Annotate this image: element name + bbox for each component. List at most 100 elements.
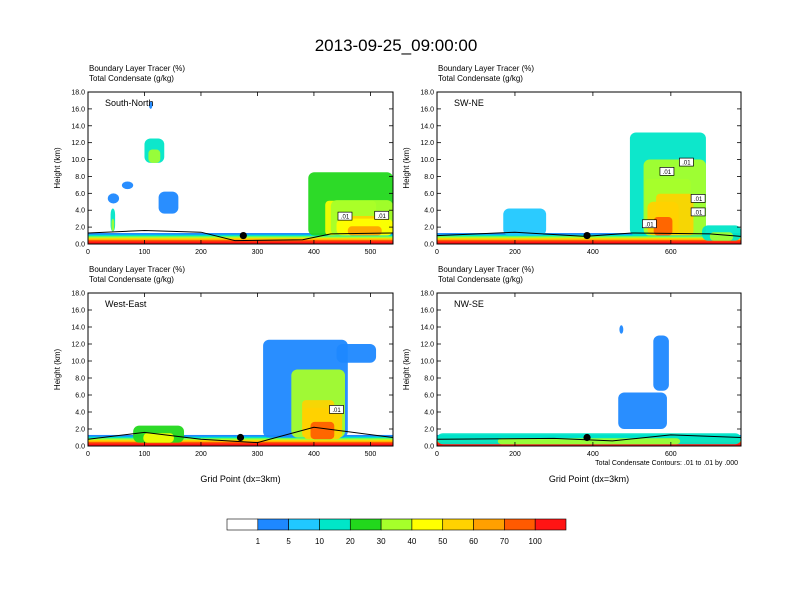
panel-south-north: .01 .01 0.0 2.0 4.0 6.0 8.0 10.0 12.0 14.0 16.0 18.…	[53, 64, 394, 256]
plot-area: .01 .01 .01 .01 .01	[437, 132, 741, 244]
x-tick-label: 200	[195, 249, 207, 256]
y-tick-label: 8.0	[75, 174, 85, 181]
tracer-plume	[149, 101, 153, 109]
colorbar: 1 5 10 20 30 40 50 60 70 100	[226, 518, 567, 546]
contour-label-box	[642, 219, 657, 229]
panel-sw-ne: .01 .01 .01 .01 .01 0.0 2.0 4.0 6.0 8.0 10.0 12.0 14…	[402, 64, 742, 256]
panel-subtitle-tracer: Boundary Layer Tracer (%)	[438, 265, 534, 274]
x-tick-label: 0	[435, 451, 439, 458]
y-tick-label: 4.0	[75, 410, 85, 417]
colorbar-label: 40	[407, 537, 416, 546]
y-tick-label: 8.0	[424, 174, 434, 181]
y-tick-label: 10.0	[420, 157, 434, 164]
contour-label-box	[690, 194, 706, 203]
plot-area: .01 .01	[88, 101, 393, 244]
colorbar-swatch	[473, 518, 505, 531]
y-tick-label: 2.0	[424, 225, 434, 232]
y-tick-label: 12.0	[71, 140, 85, 147]
x-tick-label: 400	[308, 451, 320, 458]
boundary-layer-line	[88, 426, 393, 444]
tracer-plume-core	[111, 218, 115, 232]
x-tick-label: 100	[139, 249, 151, 256]
y-tick-label: 18.0	[71, 90, 85, 97]
panel-subtitle-tracer: Boundary Layer Tracer (%)	[89, 64, 185, 73]
panel-label: NW-SE	[454, 299, 484, 309]
colorbar-swatch	[319, 518, 351, 531]
y-tick-label: 2.0	[75, 225, 85, 232]
x-tick-label: 500	[365, 249, 377, 256]
y-tick-label: 14.0	[420, 325, 434, 332]
y-tick-label: 4.0	[424, 208, 434, 215]
y-tick-label: 6.0	[75, 191, 85, 198]
contour-label: .01	[694, 197, 703, 203]
y-tick-label: 6.0	[424, 393, 434, 400]
y-tick-label: 2.0	[424, 427, 434, 434]
y-axis-label: Height (km)	[402, 147, 411, 189]
y-tick-label: 4.0	[75, 208, 85, 215]
x-tick-label: 600	[665, 451, 677, 458]
panel-nw-se: 0.0 2.0 4.0 6.0 8.0 10.0 12.0 14.0 16.0 18.0 0 200 4…	[402, 265, 742, 484]
panel-frame	[436, 91, 742, 245]
colorbar-label: 20	[346, 537, 355, 546]
panel-frame	[87, 292, 394, 447]
panel-west-east: .01 0.0 2.0 4.0 6.0 8.0 10.0 12.0 14.0 16.0 18.0 0 1…	[53, 265, 394, 484]
y-tick-label: 12.0	[420, 342, 434, 349]
location-marker	[583, 433, 591, 442]
contour-label-box	[374, 210, 390, 220]
y-tick-label: 6.0	[75, 393, 85, 400]
colorbar-swatch	[411, 518, 444, 531]
panel-subtitle-tracer: Boundary Layer Tracer (%)	[89, 265, 185, 274]
y-tick-label: 16.0	[71, 106, 85, 113]
ground-band	[437, 241, 741, 244]
y-tick-label: 2.0	[75, 427, 85, 434]
panel-label: South-North	[105, 98, 154, 108]
ground-band	[88, 443, 393, 446]
x-tick-label: 0	[86, 451, 90, 458]
tracer-plume-core	[497, 438, 681, 445]
boundary-layer-line	[88, 229, 393, 242]
tracer-plume	[618, 392, 667, 429]
y-tick-label: 8.0	[75, 376, 85, 383]
tracer-plume-core	[653, 216, 673, 236]
panel-label: West-East	[105, 299, 147, 309]
panel-subtitle-condensate: Total Condensate (g/kg)	[89, 74, 174, 83]
ground-band	[88, 241, 393, 244]
colorbar-label: 5	[286, 537, 291, 546]
colorbar-swatch	[226, 518, 259, 531]
colorbar-label: 1	[256, 537, 261, 546]
ground-band	[437, 443, 741, 446]
y-tick-label: 14.0	[71, 325, 85, 332]
tracer-plume-core	[709, 232, 734, 241]
x-tick-label: 100	[139, 451, 151, 458]
tracer-plume	[336, 344, 377, 363]
x-tick-label: 300	[252, 451, 264, 458]
y-tick-label: 16.0	[420, 106, 434, 113]
contour-label: .01	[332, 408, 341, 414]
colorbar-swatch	[442, 518, 474, 531]
y-axis-label: Height (km)	[53, 348, 62, 390]
y-tick-label: 0.0	[75, 444, 85, 451]
x-axis-label: Grid Point (dx=3km)	[200, 474, 280, 484]
y-tick-label: 0.0	[424, 242, 434, 249]
contour-label: .01	[694, 211, 703, 217]
contour-label: .01	[645, 222, 654, 228]
contour-label-box	[679, 157, 694, 167]
x-tick-label: 200	[195, 451, 207, 458]
y-axis-label: Height (km)	[53, 147, 62, 189]
tracer-plume-core	[310, 421, 335, 440]
y-tick-label: 18.0	[420, 90, 434, 97]
y-tick-label: 12.0	[420, 140, 434, 147]
tracer-plume	[158, 191, 179, 214]
tracer-plume	[503, 208, 547, 236]
panels: .01 .01 0.0 2.0 4.0 6.0 8.0 10.0 12.0 14.0 16.0 18.…	[53, 64, 742, 484]
contour-label-box	[690, 207, 706, 217]
contour-label: .01	[341, 215, 350, 221]
contour-label-box	[659, 167, 675, 176]
colorbar-label: 30	[377, 537, 386, 546]
plot-area	[437, 325, 741, 446]
tracer-plume-core	[347, 226, 382, 236]
y-tick-label: 18.0	[71, 291, 85, 298]
y-tick-label: 0.0	[424, 444, 434, 451]
panel-subtitle-condensate: Total Condensate (g/kg)	[438, 275, 523, 284]
